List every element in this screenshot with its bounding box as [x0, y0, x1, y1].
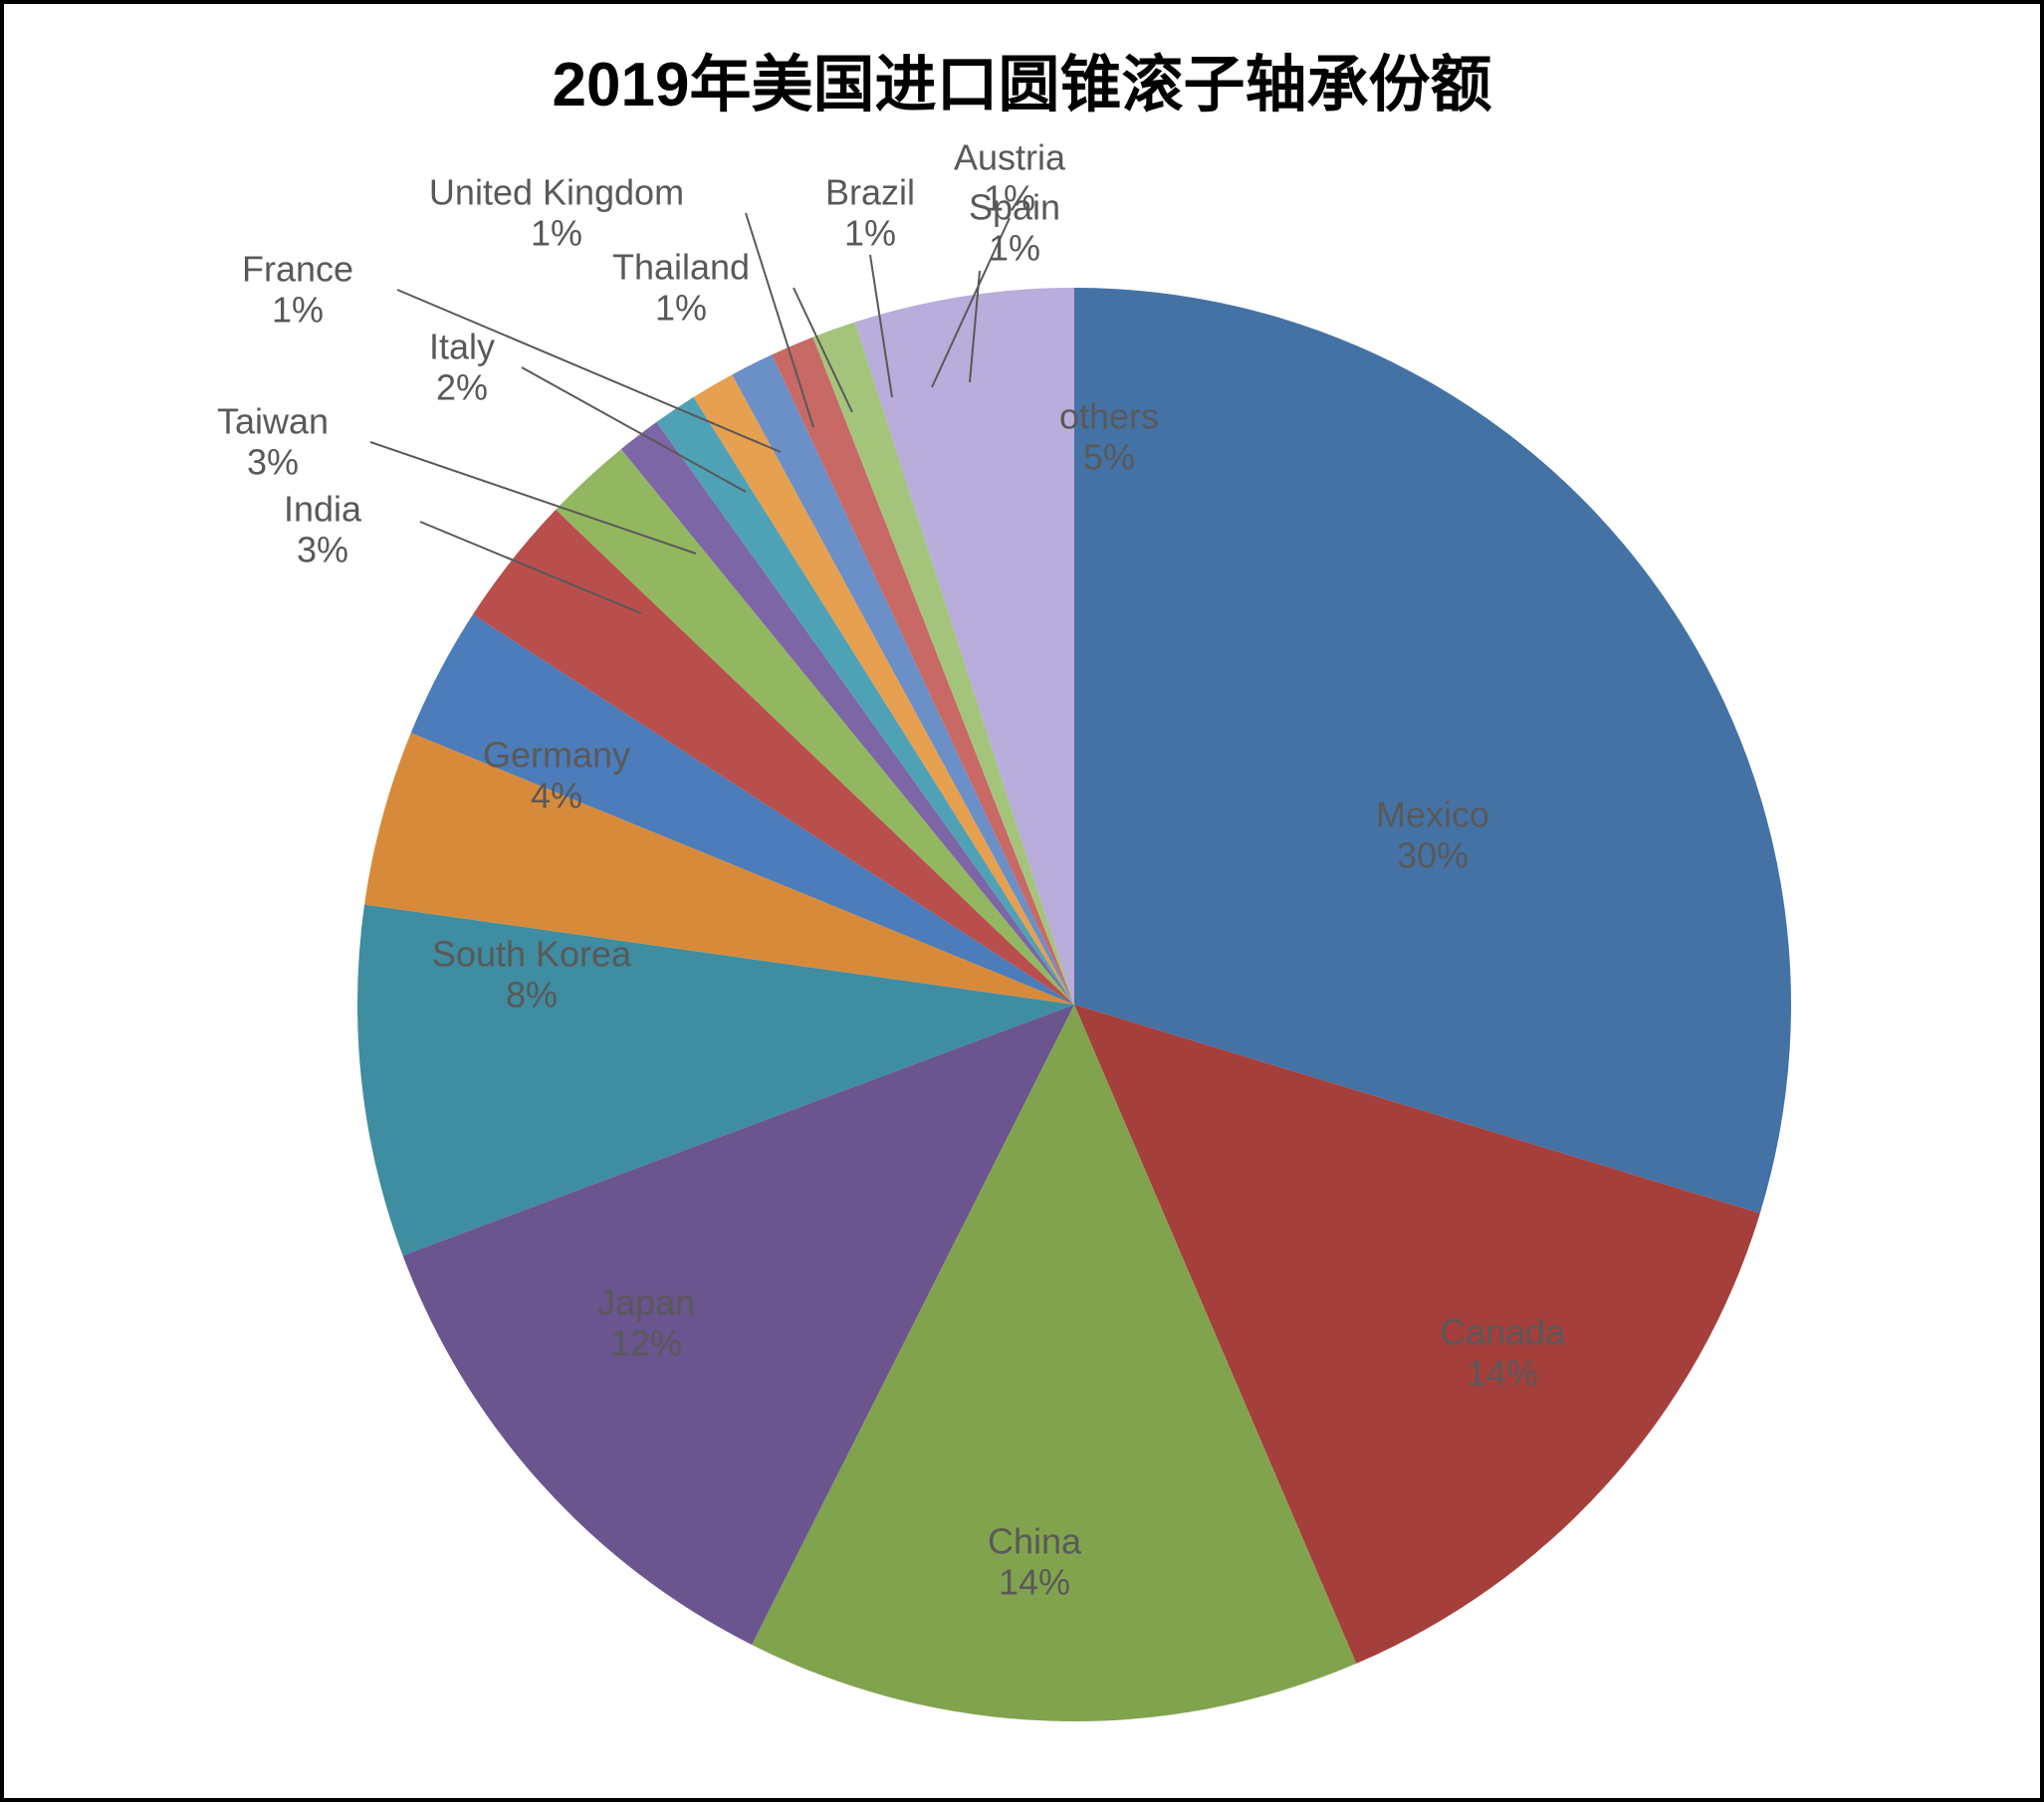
- leader-italy: [522, 367, 746, 492]
- slice-label-germany: Germany4%: [483, 735, 630, 817]
- slice-label-united-kingdom: United Kingdom1%: [429, 172, 684, 255]
- pie-chart: Mexico30% Canada14% China14% Japan12% South …: [4, 4, 2044, 1806]
- slice-label-spain: Spain1%: [969, 187, 1060, 270]
- slice-label-thailand: Thailand1%: [612, 247, 750, 330]
- leader-brazil: [870, 255, 892, 397]
- slice-label-brazil: Brazil1%: [825, 172, 915, 255]
- chart-frame: 2019年美国进口圆锥滚子轴承份额 Mexico30%Canada14%Chin…: [0, 0, 2044, 1802]
- slice-label-taiwan: Taiwan3%: [217, 401, 329, 484]
- slice-label-japan: Japan12%: [597, 1282, 695, 1365]
- slice-label-italy: Italy2%: [429, 327, 495, 409]
- slice-label-mexico: Mexico30%: [1376, 794, 1489, 877]
- leader-united-kingdom: [746, 213, 813, 427]
- slice-label-south-korea: South Korea8%: [432, 934, 631, 1016]
- slice-label-others: others5%: [1059, 396, 1159, 479]
- slice-label-france: France1%: [242, 249, 353, 332]
- leader-spain: [970, 271, 980, 382]
- slice-label-india: India3%: [284, 489, 361, 571]
- leader-india: [420, 522, 641, 613]
- leader-taiwan: [370, 442, 696, 554]
- slice-label-canada: Canada14%: [1440, 1312, 1565, 1395]
- slice-label-china: China14%: [988, 1521, 1081, 1604]
